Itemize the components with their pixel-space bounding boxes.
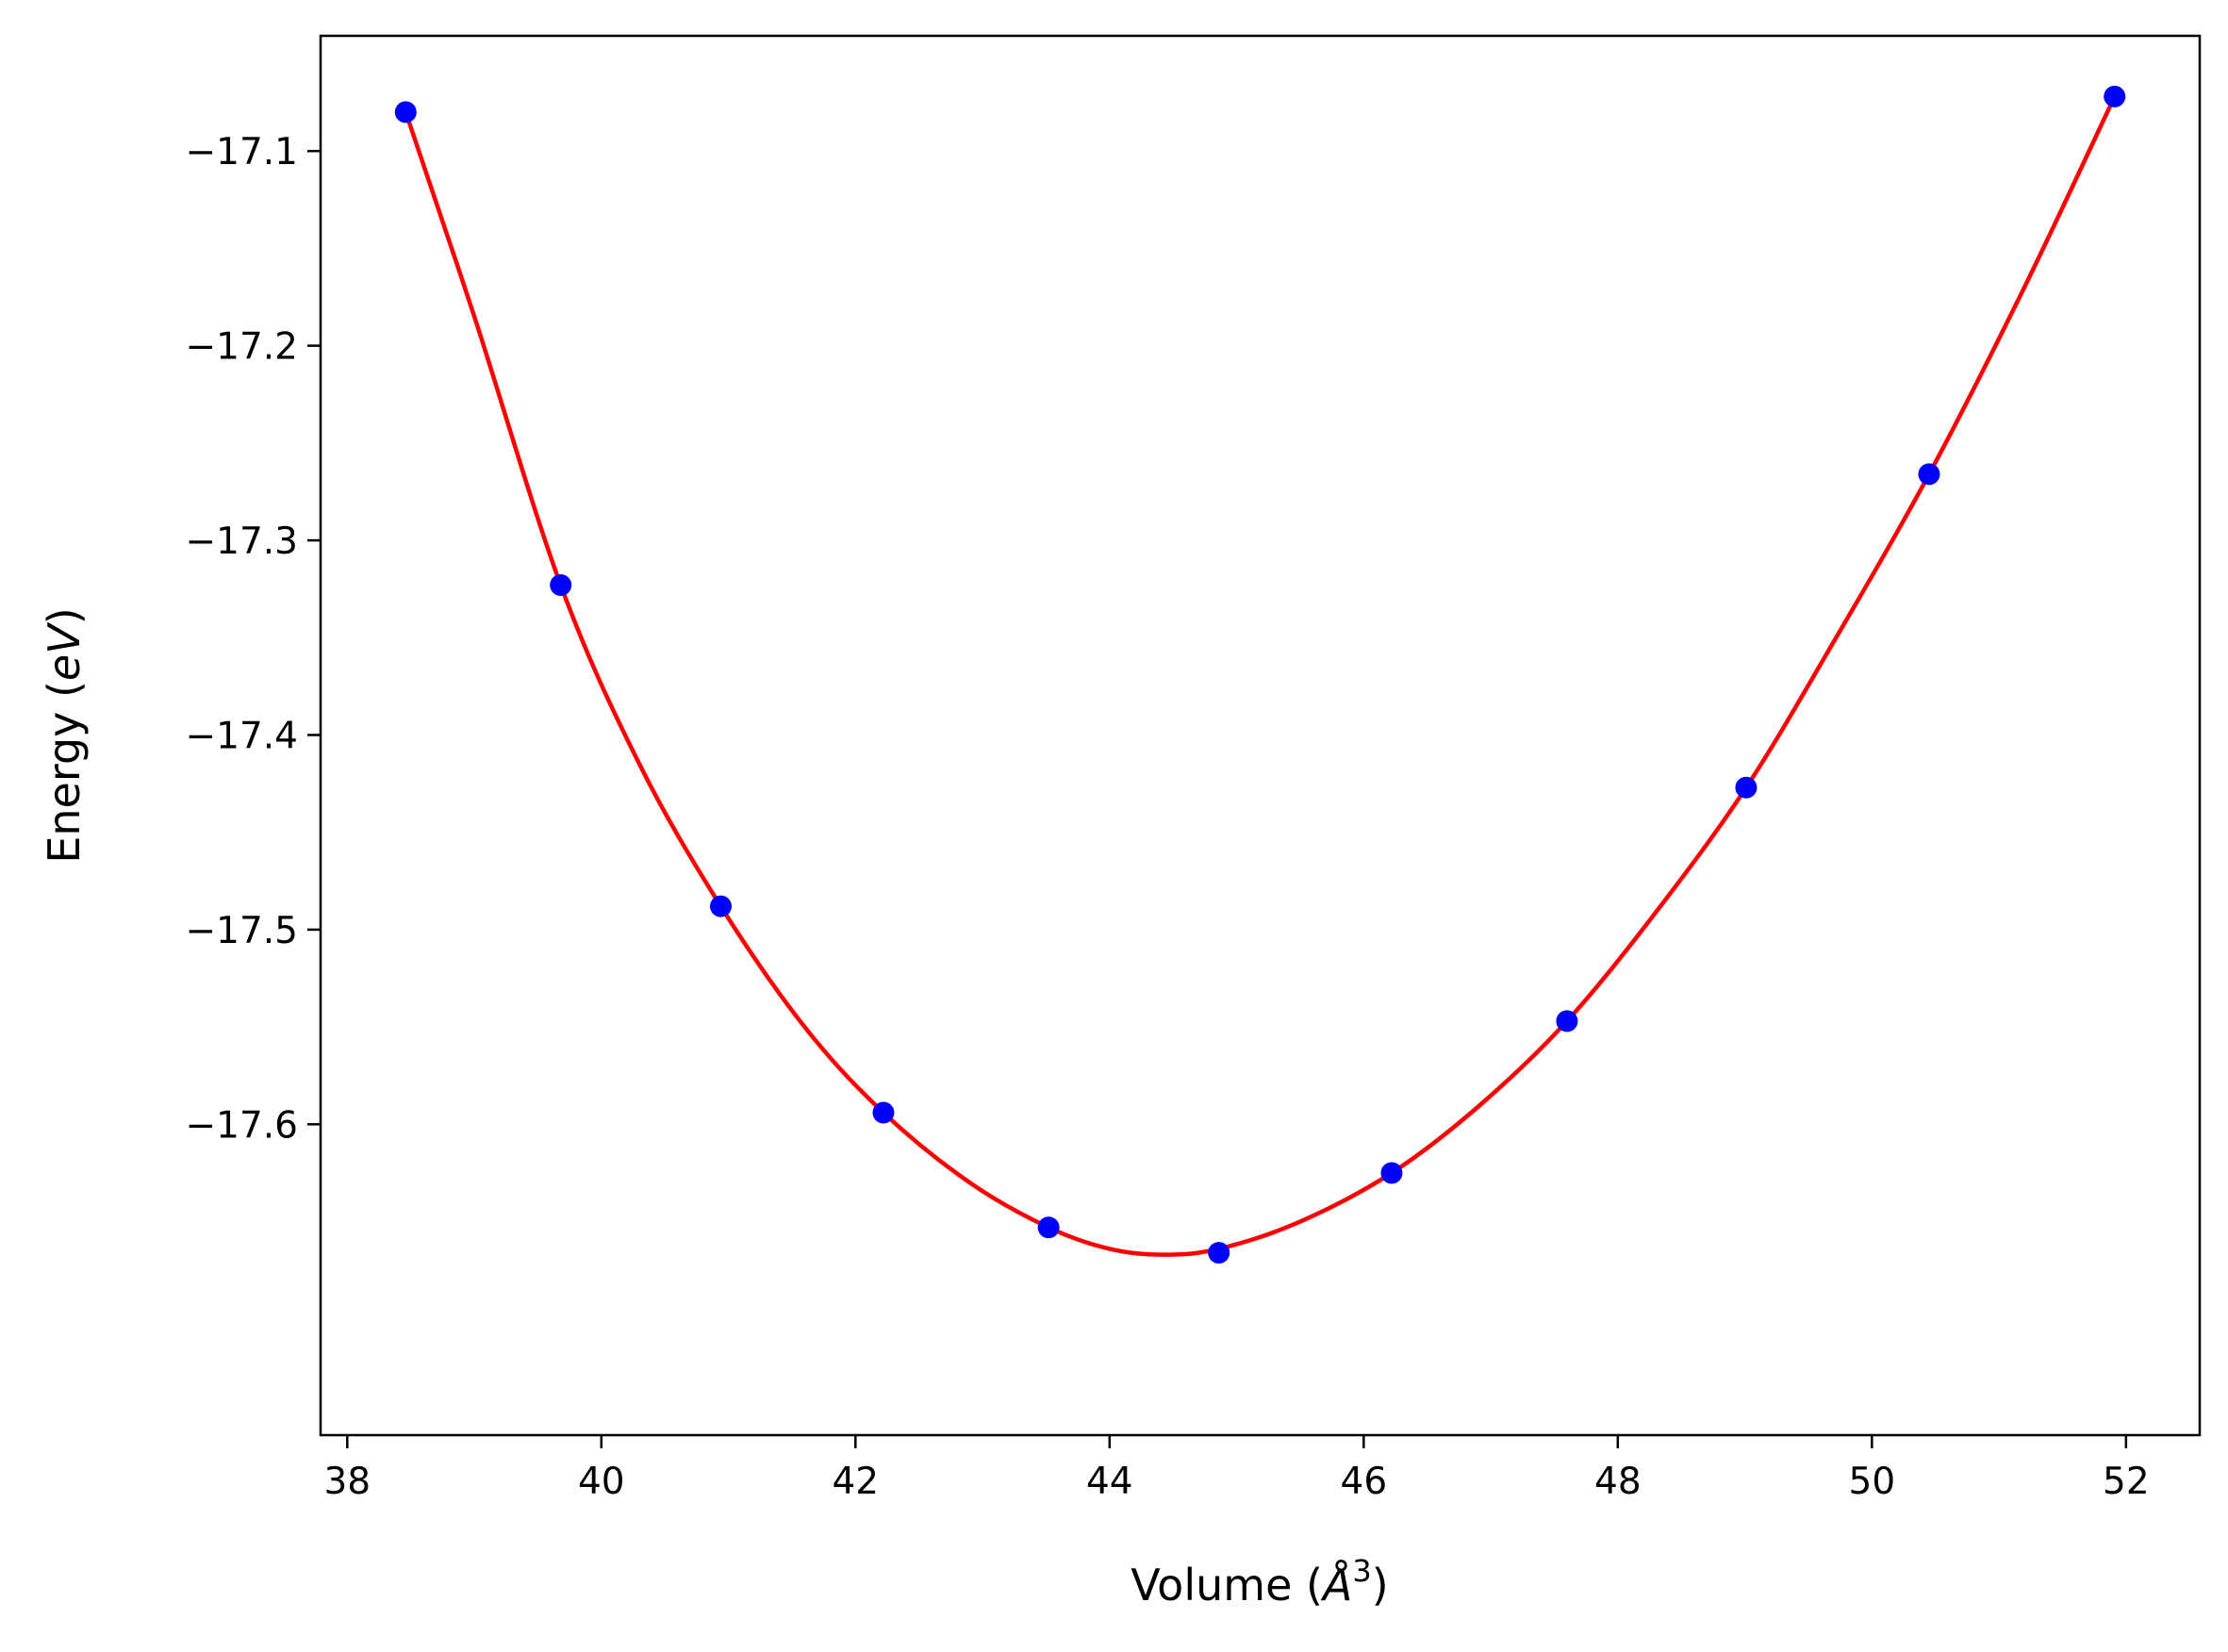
x-axis-label-text: Volume ( [1131,1560,1323,1611]
data-point-3 [709,895,732,917]
data-point-8 [1556,1010,1578,1032]
data-point-11 [2104,85,2126,107]
y-tick-label-4: −17.4 [185,715,298,757]
x-tick-label-50: 50 [1849,1461,1896,1503]
data-point-10 [1918,463,1940,486]
data-point-5 [1037,1216,1060,1239]
x-tick-label-42: 42 [832,1461,879,1503]
data-point-7 [1380,1162,1403,1184]
y-axis-label-close: ) [39,607,90,624]
data-point-2 [550,574,572,597]
x-tick-label-52: 52 [2103,1461,2150,1503]
y-axis-label: Energy (eV) [39,607,90,863]
x-axis-ticks: 38 40 42 44 46 48 50 52 [323,1435,2150,1503]
fit-curve-layer [404,95,2117,1257]
y-tick-label-6: −17.6 [185,1104,298,1147]
y-axis-label-unit: eV [39,621,90,681]
x-axis-label: Volume (Å3) [1131,1553,1388,1611]
y-tick-label-2: −17.2 [185,326,298,369]
x-axis-label-exponent: 3 [1352,1553,1371,1589]
y-axis-label-text: Energy ( [39,681,90,864]
x-axis-label-symbol: Å [1320,1560,1352,1611]
plot-background [321,36,2200,1435]
data-point-9 [1735,776,1758,799]
y-axis-ticks: −17.1 −17.2 −17.3 −17.4 −17.5 −17.6 [185,131,321,1147]
y-tick-label-5: −17.5 [185,910,298,952]
x-tick-label-40: 40 [578,1461,625,1503]
y-tick-label-1: −17.1 [185,131,298,173]
data-point-4 [872,1101,895,1124]
x-tick-label-46: 46 [1341,1461,1388,1503]
x-tick-label-38: 38 [323,1461,371,1503]
x-axis-label-close: ) [1372,1560,1389,1611]
data-points-layer [394,85,2126,1264]
y-tick-label-3: −17.3 [185,520,298,563]
x-tick-label-44: 44 [1086,1461,1133,1503]
data-point-6 [1208,1242,1230,1264]
x-tick-label-48: 48 [1594,1461,1642,1503]
data-point-1 [394,101,417,124]
fit-curve-line [404,95,2117,1257]
